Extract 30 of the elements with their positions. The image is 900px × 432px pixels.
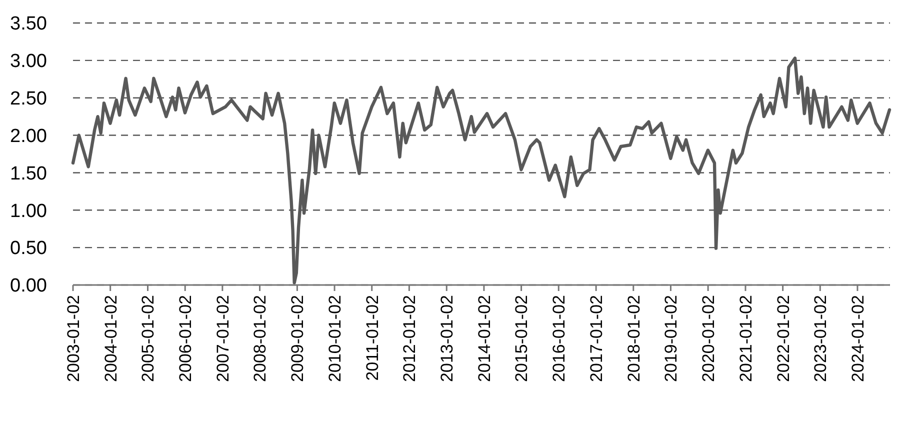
x-tick-label: 2005-01-02 <box>138 295 158 382</box>
y-tick-label: 1.00 <box>10 200 47 222</box>
x-tick-label: 2007-01-02 <box>213 295 232 382</box>
x-tick-label: 2023-01-02 <box>811 295 830 382</box>
x-tick-label: 2024-01-02 <box>848 295 868 382</box>
x-tick-label: 2003-01-02 <box>64 295 83 382</box>
x-tick-label: 2004-01-02 <box>101 295 120 382</box>
y-tick-label: 3.00 <box>10 51 47 72</box>
x-tick-label: 2016-01-02 <box>550 295 569 382</box>
x-tick-label: 2021-01-02 <box>736 295 756 382</box>
x-tick-label: 2006-01-02 <box>176 295 196 382</box>
x-tick-label: 2011-01-02 <box>362 295 382 381</box>
x-tick-label: 2008-01-02 <box>250 295 270 382</box>
y-tick-label: 0.00 <box>10 276 47 297</box>
x-tick-label: 2012-01-02 <box>400 295 420 382</box>
x-tick-label: 2022-01-02 <box>774 295 793 382</box>
x-tick-label: 2009-01-02 <box>288 295 308 382</box>
y-tick-label: 2.00 <box>10 126 47 147</box>
x-tick-label: 2020-01-02 <box>698 295 718 382</box>
y-tick-label: 2.50 <box>10 88 47 110</box>
x-tick-label: 2015-01-02 <box>512 295 532 382</box>
y-tick-label: 3.50 <box>10 14 47 35</box>
y-tick-label: 1.50 <box>10 163 47 184</box>
x-tick-label: 2013-01-02 <box>438 295 457 382</box>
x-tick-label: 2018-01-02 <box>624 295 644 382</box>
x-tick-label: 2014-01-02 <box>474 295 494 382</box>
y-tick-label: 0.50 <box>10 238 47 260</box>
x-tick-label: 2010-01-02 <box>325 295 344 382</box>
x-tick-label: 2019-01-02 <box>662 295 681 382</box>
x-tick-label: 2017-01-02 <box>587 295 606 382</box>
